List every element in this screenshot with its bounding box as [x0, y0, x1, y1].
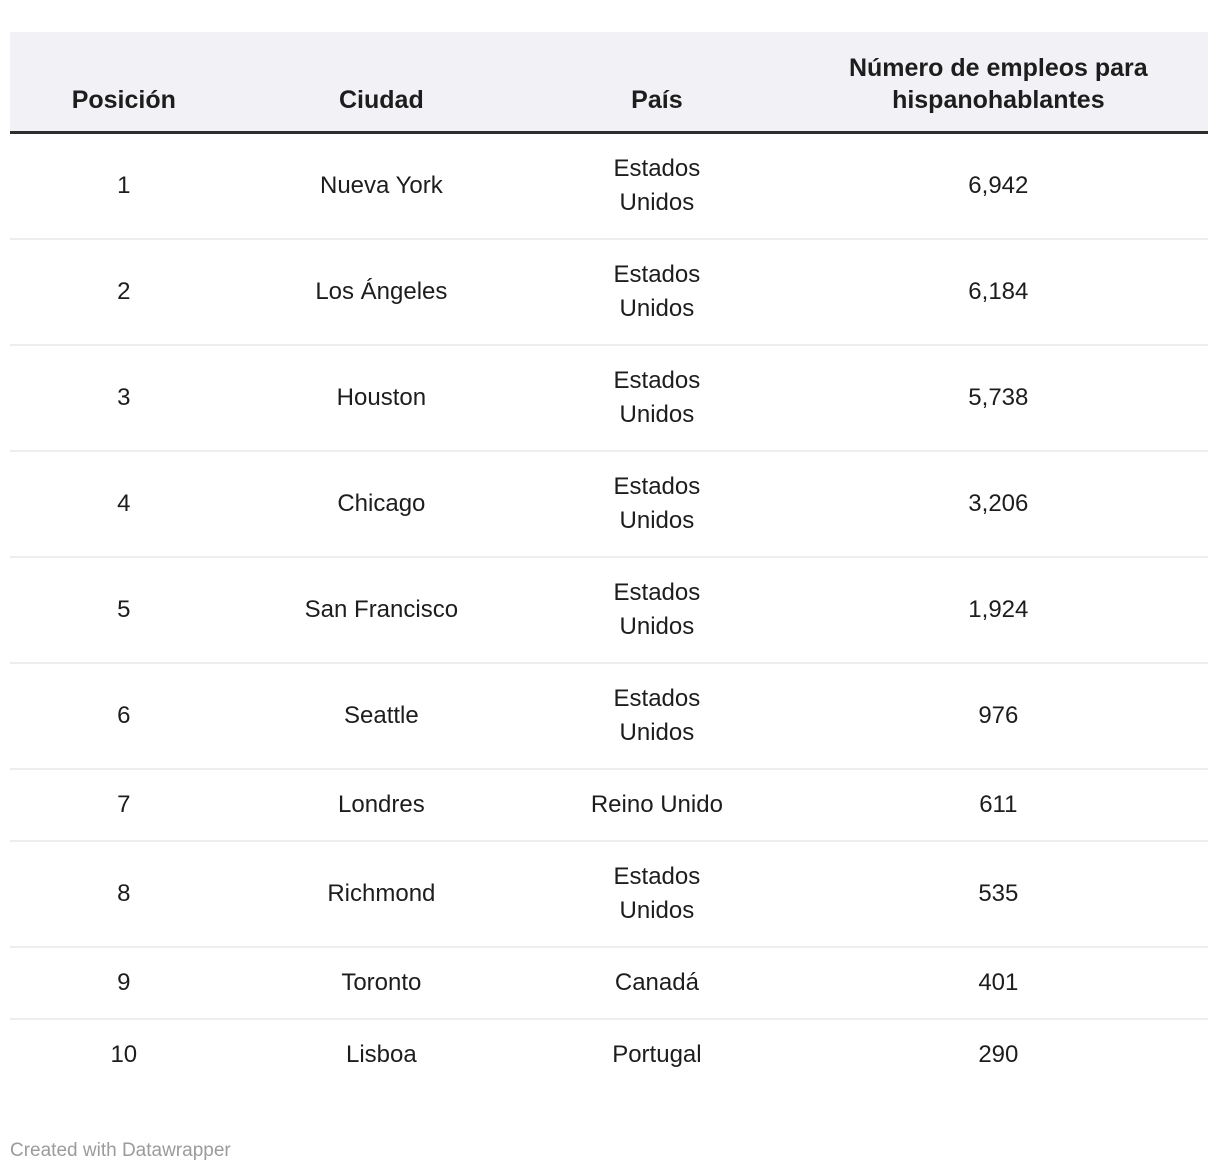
cell-jobs: 976 — [788, 662, 1208, 769]
cell-city: Toronto — [237, 946, 526, 1019]
cell-city: Lisboa — [237, 1018, 526, 1090]
cell-jobs: 6,942 — [968, 172, 1029, 199]
cell-country: Estados Unidos — [613, 155, 701, 216]
cell-jobs: 3,206 — [788, 450, 1208, 557]
table-row: 4 Chicago Estados Unidos 3,206 — [10, 450, 1208, 557]
cell-jobs: 1,924 — [788, 556, 1208, 663]
cell-position: 4 — [10, 450, 238, 557]
cell-country: Estados Unidos — [525, 450, 789, 557]
cell-jobs: 290 — [788, 1018, 1208, 1090]
table-row: 2 Los Ángeles Estados Unidos 6,184 — [10, 238, 1208, 345]
cell-city: Seattle — [237, 662, 526, 769]
cell-position: 9 — [10, 946, 238, 1019]
cell-jobs: 401 — [788, 946, 1208, 1019]
cell-city: San Francisco — [237, 556, 526, 663]
cell-position: 6 — [10, 662, 238, 769]
cell-position: 8 — [10, 840, 238, 947]
table-row: 8 Richmond Estados Unidos 535 — [10, 840, 1208, 947]
column-header-city: Ciudad — [237, 32, 526, 134]
table-row: 9 Toronto Canadá 401 — [10, 946, 1208, 1019]
column-header-country: País — [525, 32, 789, 134]
cell-position: 7 — [10, 768, 238, 841]
cell-country: Reino Unido — [525, 768, 789, 841]
cell-position: 10 — [10, 1018, 238, 1090]
cell-position: 3 — [10, 344, 238, 451]
cell-city: Londres — [237, 768, 526, 841]
cell-country: Estados Unidos — [525, 662, 789, 769]
cell-position: 5 — [10, 556, 238, 663]
cell-jobs: 535 — [788, 840, 1208, 947]
column-header-position: Posición — [10, 32, 238, 134]
column-header-jobs: Número de empleos para hispanohablantes — [788, 32, 1208, 134]
cell-city: Los Ángeles — [237, 238, 526, 345]
table-row: 6 Seattle Estados Unidos 976 — [10, 662, 1208, 769]
table-header-row: Posición Ciudad País Número de empleos p… — [10, 32, 1208, 134]
cell-city: Chicago — [237, 450, 526, 557]
table-header: Posición Ciudad País Número de empleos p… — [10, 32, 1208, 134]
cell-position: 1 — [117, 172, 131, 199]
table-row: 3 Houston Estados Unidos 5,738 — [10, 344, 1208, 451]
cell-country: Estados Unidos — [525, 238, 789, 345]
cell-country: Estados Unidos — [525, 556, 789, 663]
cell-city: Houston — [237, 344, 526, 451]
cell-country: Portugal — [525, 1018, 789, 1090]
table-row: 7 Londres Reino Unido 611 — [10, 768, 1208, 841]
cell-jobs: 5,738 — [788, 344, 1208, 451]
cell-city: Nueva York — [319, 172, 443, 199]
cell-position: 2 — [10, 238, 238, 345]
ranking-table: Posición Ciudad País Número de empleos p… — [10, 32, 1208, 1090]
table-container: Posición Ciudad País Número de empleos p… — [10, 32, 1208, 1090]
datawrapper-credit-link[interactable]: Created with Datawrapper — [10, 1140, 231, 1161]
cell-country: Estados Unidos — [525, 840, 789, 947]
cell-city: Richmond — [237, 840, 526, 947]
table-body: 1 Nueva York Estados Unidos 6,942 2 Los … — [10, 133, 1208, 1090]
table-row: 10 Lisboa Portugal 290 — [10, 1018, 1208, 1090]
table-row: 5 San Francisco Estados Unidos 1,924 — [10, 556, 1208, 663]
table-row: 1 Nueva York Estados Unidos 6,942 — [10, 133, 1208, 240]
cell-country: Canadá — [525, 946, 789, 1019]
cell-jobs: 611 — [788, 768, 1208, 841]
cell-jobs: 6,184 — [788, 238, 1208, 345]
cell-country: Estados Unidos — [525, 344, 789, 451]
